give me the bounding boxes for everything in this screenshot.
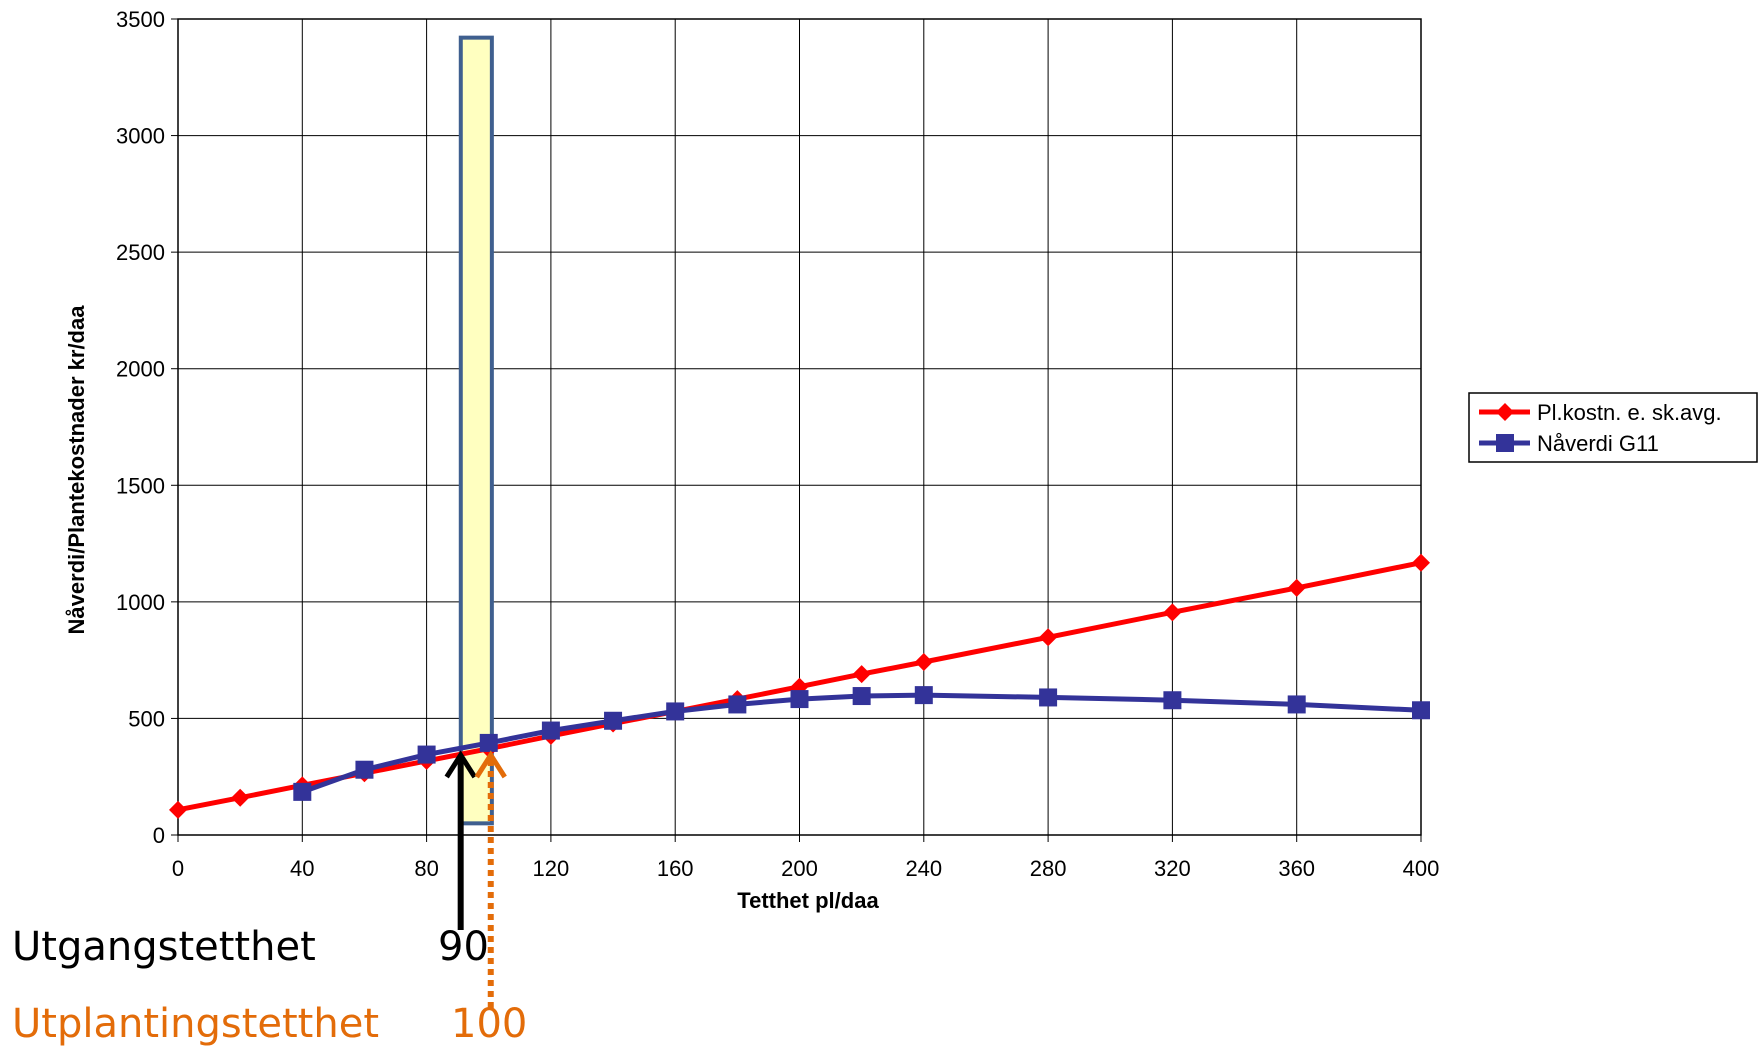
- legend-marker: [1496, 434, 1514, 452]
- series-2-point: [852, 687, 871, 706]
- series-2-point: [355, 760, 374, 779]
- y-tick-label: 3500: [116, 7, 165, 32]
- y-tick-label: 3000: [116, 124, 165, 149]
- series-1-point: [231, 788, 250, 807]
- y-tick-label: 1000: [116, 590, 165, 615]
- series-2-point: [1287, 695, 1306, 714]
- series-1-point: [169, 800, 187, 819]
- x-tick-label: 40: [290, 856, 314, 881]
- legend: Pl.kostn. e. sk.avg. Nåverdi G11: [1468, 392, 1758, 463]
- series-2-point: [479, 733, 498, 752]
- utplantingstetthet-label: Utplantingstetthet: [12, 1001, 379, 1047]
- series-1-point: [1163, 603, 1182, 622]
- highlight-band-rect: [458, 35, 494, 826]
- series-2-point: [666, 702, 685, 721]
- series-1-point: [914, 653, 933, 672]
- arrow-utgangstetthet-head: [444, 750, 477, 779]
- x-tick-label: 280: [1030, 856, 1067, 881]
- series-1-point: [1039, 628, 1058, 647]
- series-2-point: [914, 686, 933, 705]
- legend-box: [1468, 392, 1758, 463]
- series-2-point: [1039, 688, 1058, 707]
- x-tick-label: 360: [1278, 856, 1315, 881]
- y-tick-label: 2500: [116, 240, 165, 265]
- y-axis-title: Nåverdi/Plantekostnader kr/daa: [64, 305, 89, 635]
- series-2-point: [790, 690, 809, 709]
- utplantingstetthet-value: 100: [451, 1001, 527, 1047]
- annotations: Utgangstetthet 90 Utplantingstetthet 100: [12, 924, 527, 1047]
- x-tick-label: 240: [905, 856, 942, 881]
- tick-labels: 0 40 80 120 160 200 240 280 320 360 400 0 500 1000 150…: [116, 7, 1439, 881]
- series-1-point: [852, 665, 871, 684]
- arrow-layer: [444, 750, 507, 1008]
- series-2-point: [728, 695, 747, 714]
- x-axis-title: Tetthet pl/daa: [737, 888, 879, 913]
- x-tick-label: 200: [781, 856, 818, 881]
- utgangstetthet-value: 90: [438, 924, 489, 970]
- series-1-point: [1412, 553, 1430, 572]
- y-tick-label: 2000: [116, 357, 165, 382]
- y-tick-label: 0: [153, 823, 165, 848]
- series-2-point: [417, 745, 436, 764]
- utgangstetthet-label: Utgangstetthet: [12, 924, 316, 970]
- x-tick-label: 320: [1154, 856, 1191, 881]
- y-tick-label: 500: [128, 706, 165, 731]
- series-layer: [169, 553, 1430, 819]
- grid: [171, 18, 1422, 842]
- y-tick-label: 1500: [116, 473, 165, 498]
- highlight-band: [458, 35, 494, 826]
- arrow-utplantingstetthet-head: [474, 750, 507, 779]
- x-tick-label: 160: [657, 856, 694, 881]
- series-2-point: [541, 721, 560, 740]
- series-2-point: [1163, 691, 1182, 710]
- series-2-point: [1412, 701, 1430, 720]
- series-2-point: [604, 711, 623, 730]
- series-1-point: [1287, 578, 1306, 597]
- x-tick-label: 80: [414, 856, 438, 881]
- legend-label: Nåverdi G11: [1537, 431, 1659, 456]
- series-2-point: [293, 782, 312, 801]
- legend-marker: [1496, 403, 1514, 421]
- x-tick-label: 0: [172, 856, 184, 881]
- x-tick-label: 400: [1403, 856, 1440, 881]
- legend-label: Pl.kostn. e. sk.avg.: [1537, 400, 1722, 425]
- x-tick-label: 120: [533, 856, 570, 881]
